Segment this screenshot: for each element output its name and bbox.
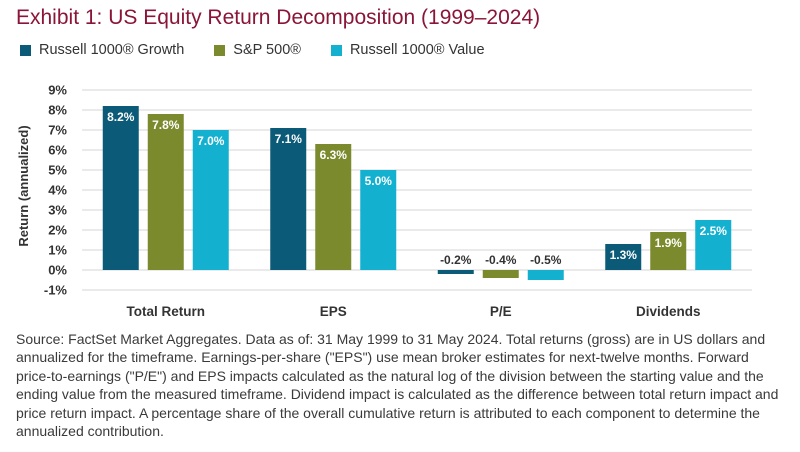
legend-label: Russell 1000® Value — [349, 42, 485, 58]
y-tick-label: 0% — [48, 263, 67, 278]
y-tick-label: 3% — [48, 203, 67, 218]
y-tick-label: 4% — [48, 183, 67, 198]
data-label: 7.1% — [275, 132, 303, 146]
bar — [482, 270, 519, 278]
legend-label: Russell 1000® Growth — [39, 42, 185, 58]
data-label: 7.0% — [197, 134, 225, 148]
chart-title: Exhibit 1: US Equity Return Decompositio… — [16, 6, 541, 29]
data-label: 7.8% — [152, 118, 180, 132]
y-tick-label: 5% — [48, 163, 67, 178]
y-axis-ticks: -1% 0% 1% 2% 3% 4% 5% 6% 7% 8% 9% — [44, 83, 68, 298]
data-label: 1.9% — [655, 236, 683, 250]
data-labels: 8.2% 7.8% 7.0% 7.1% 6.3% 5.0% -0.2% -0.4% -0.5% 1… — [107, 110, 727, 267]
legend-item-russell-1000-growth: Russell 1000® Growth — [20, 42, 184, 58]
data-label: 6.3% — [320, 148, 348, 162]
legend-swatch-russell-1000-value — [330, 44, 342, 56]
bar — [270, 128, 307, 270]
bar — [360, 170, 397, 270]
y-tick-label: 8% — [48, 103, 67, 118]
legend-swatch-russell-1000-growth — [20, 44, 31, 56]
data-label: 1.3% — [610, 248, 638, 262]
x-tick-label: Dividends — [636, 304, 701, 319]
source-note: Source: FactSet Market Aggregates. Data … — [16, 331, 779, 440]
y-axis-label: Return (annualized) — [16, 125, 31, 246]
y-tick-label: 7% — [48, 123, 67, 138]
bar-chart: -1% 0% 1% 2% 3% 4% 5% 6% 7% 8% 9% 8.2% 7.8% 7.0% 7.1%… — [16, 83, 752, 319]
bar — [102, 106, 139, 270]
x-axis-ticks: Total Return EPS P/E Dividends — [127, 304, 701, 319]
data-label: -0.2% — [440, 253, 472, 267]
legend-label: S&P 500® — [233, 42, 301, 58]
legend-item-russell-1000-value: Russell 1000® Value — [330, 42, 485, 58]
data-label: 8.2% — [107, 110, 135, 124]
y-tick-label: 1% — [48, 243, 67, 258]
legend: Russell 1000® Growth S&P 500® Russell 10… — [20, 41, 515, 59]
bar — [650, 232, 687, 270]
x-tick-label: Total Return — [127, 304, 206, 319]
data-label: -0.4% — [485, 253, 517, 267]
data-label: -0.5% — [530, 253, 562, 267]
legend-item-sp-500: S&P 500® — [214, 42, 301, 58]
data-label: 2.5% — [700, 224, 728, 238]
bar — [147, 114, 184, 270]
bar — [695, 220, 732, 270]
data-label: 5.0% — [365, 174, 393, 188]
bar — [605, 244, 642, 270]
bar — [527, 270, 564, 280]
bars — [102, 106, 732, 280]
bar — [192, 130, 229, 270]
y-tick-label: 6% — [48, 143, 67, 158]
y-tick-label: 9% — [48, 83, 67, 98]
y-tick-label: -1% — [44, 283, 68, 298]
bar — [315, 144, 352, 270]
legend-swatch-sp-500 — [214, 44, 226, 56]
y-tick-label: 2% — [48, 223, 67, 238]
x-tick-label: P/E — [490, 304, 512, 319]
bar — [437, 270, 474, 274]
x-tick-label: EPS — [320, 304, 347, 319]
